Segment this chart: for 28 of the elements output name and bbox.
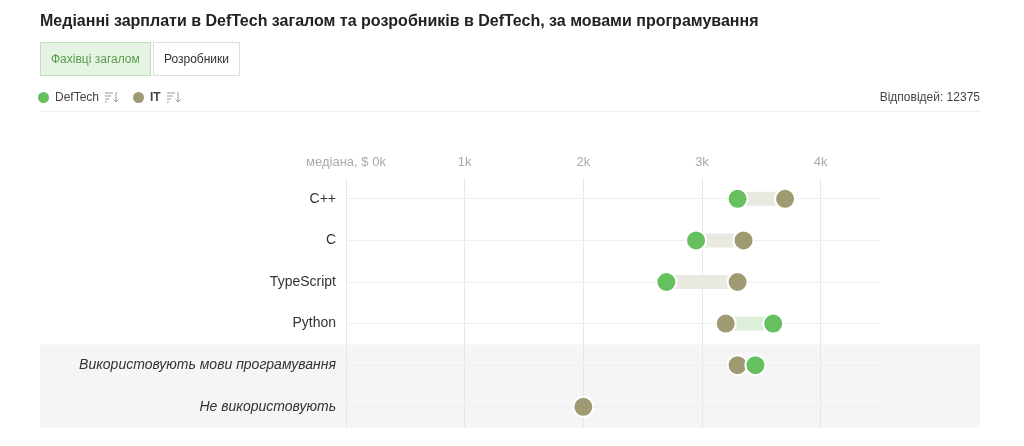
x-tick-label: 1k bbox=[457, 153, 473, 169]
x-tick-label: медіана, $ 0k bbox=[306, 153, 387, 169]
legend-label: DefTech bbox=[55, 90, 100, 104]
chart-title: Медіанні зарплати в DefTech загалом та розробників в DefTech, за мовами програмування bbox=[40, 12, 759, 30]
y-tick-label: Python bbox=[292, 314, 336, 331]
point bbox=[762, 312, 785, 335]
point bbox=[744, 354, 767, 377]
y-tick-label: Використовують мови програмування bbox=[79, 356, 337, 373]
x-tick-label: 3k bbox=[695, 153, 710, 169]
point bbox=[726, 187, 749, 210]
point bbox=[726, 354, 749, 377]
y-tick-label: C++ bbox=[309, 189, 336, 206]
point bbox=[572, 395, 595, 418]
text: Відповідей: 12375 bbox=[879, 90, 980, 104]
text: Розробники bbox=[153, 42, 241, 76]
point bbox=[655, 271, 678, 293]
x-tick-label: 4k bbox=[813, 153, 829, 169]
y-tick-label: C bbox=[325, 231, 336, 248]
y-tick-label: TypeScript bbox=[269, 272, 337, 289]
legend-label: IT bbox=[150, 90, 161, 104]
point bbox=[714, 312, 737, 335]
text: Фахівці загалом bbox=[40, 42, 151, 76]
point bbox=[774, 187, 797, 210]
point bbox=[726, 271, 749, 293]
y-tick-label: Не використовують bbox=[199, 397, 336, 414]
x-tick-label: 2k bbox=[576, 153, 591, 169]
point bbox=[732, 229, 755, 252]
point bbox=[685, 229, 708, 252]
